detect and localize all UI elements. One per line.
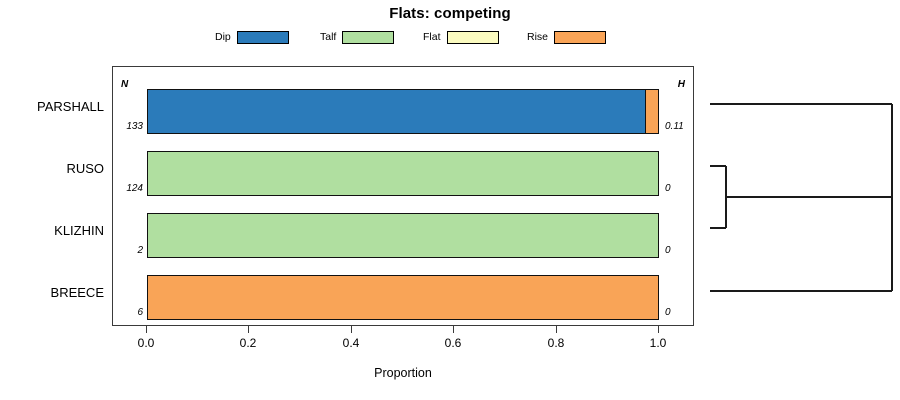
stacked-bar-klizhin[interactable] <box>147 213 659 258</box>
x-axis-ticklabel: 0.2 <box>239 336 257 350</box>
x-axis-ticklabel: 0.4 <box>342 336 360 350</box>
x-axis-ticklabel: 0.0 <box>137 336 155 350</box>
h-value-klizhin: 0 <box>665 245 671 256</box>
bar-segment-talf[interactable] <box>148 214 658 257</box>
n-value-parshall: 133 <box>126 121 143 132</box>
bar-segment-talf[interactable] <box>148 152 658 195</box>
y-axis-label-ruso: RUSO <box>66 161 104 176</box>
x-axis-ticklabel: 0.8 <box>547 336 565 350</box>
legend-swatch-talf <box>342 30 395 44</box>
dendrogram-links <box>710 103 893 292</box>
legend-item-rise[interactable]: Rise <box>527 28 607 46</box>
y-axis-label-breece: BREECE <box>50 285 104 300</box>
bar-segment-rise[interactable] <box>645 90 658 133</box>
bar-row-parshall: 133 0.11 <box>113 89 695 134</box>
h-value-parshall: 0.11 <box>665 121 684 132</box>
x-axis-ticklabel: 1.0 <box>649 336 667 350</box>
plot-panel: N H 133 0.11 124 0 2 0 <box>112 66 694 326</box>
x-axis-tick <box>248 326 249 333</box>
legend-swatch-rise <box>554 30 607 44</box>
h-value-ruso: 0 <box>665 183 671 194</box>
bar-segment-rise[interactable] <box>148 276 658 319</box>
n-value-klizhin: 2 <box>137 245 143 256</box>
legend-item-dip[interactable]: Dip <box>215 28 289 46</box>
column-header-h: H <box>677 79 685 90</box>
legend-label-flat: Flat <box>423 31 441 43</box>
n-value-breece: 6 <box>137 307 143 318</box>
x-axis-tick <box>351 326 352 333</box>
legend-item-talf[interactable]: Talf <box>320 28 395 46</box>
y-axis-label-klizhin: KLIZHIN <box>54 223 104 238</box>
column-header-n: N <box>121 79 129 90</box>
legend-swatch-flat <box>446 30 499 44</box>
x-axis-tick <box>556 326 557 333</box>
x-axis-ticklabel: 0.6 <box>444 336 462 350</box>
x-axis-tick <box>146 326 147 333</box>
legend: Dip Talf Flat Rise <box>215 28 615 46</box>
x-axis-tick <box>453 326 454 333</box>
bar-segment-dip[interactable] <box>148 90 646 133</box>
legend-swatch-dip <box>236 30 289 44</box>
stacked-bar-ruso[interactable] <box>147 151 659 196</box>
stacked-bar-breece[interactable] <box>147 275 659 320</box>
legend-item-flat[interactable]: Flat <box>423 28 499 46</box>
dendrogram <box>700 60 900 330</box>
bar-row-ruso: 124 0 <box>113 151 695 196</box>
page-title: Flats: competing <box>389 5 511 22</box>
n-value-ruso: 124 <box>126 183 143 194</box>
h-value-breece: 0 <box>665 307 671 318</box>
x-axis-title: Proportion <box>374 366 432 380</box>
x-axis-tick <box>658 326 659 333</box>
legend-label-talf: Talf <box>320 31 337 43</box>
bar-row-klizhin: 2 0 <box>113 213 695 258</box>
y-axis-label-parshall: PARSHALL <box>37 99 104 114</box>
legend-label-dip: Dip <box>215 31 231 43</box>
legend-label-rise: Rise <box>527 31 549 43</box>
stacked-bar-parshall[interactable] <box>147 89 659 134</box>
bar-row-breece: 6 0 <box>113 275 695 320</box>
